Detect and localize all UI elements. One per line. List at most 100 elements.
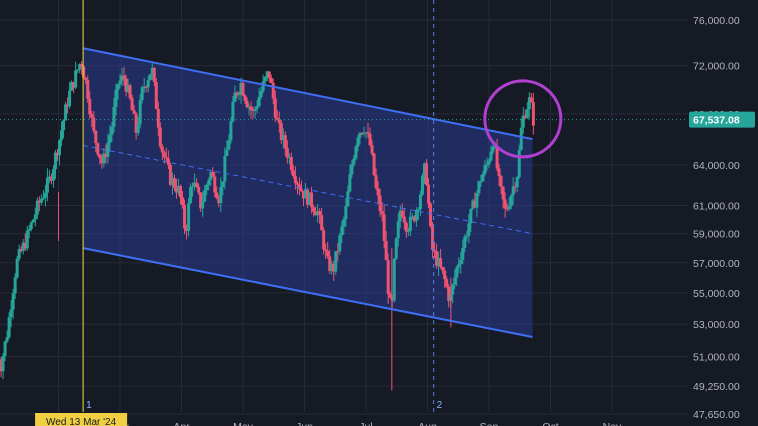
- last-price-tag: [689, 111, 755, 128]
- candle-body: [324, 249, 328, 251]
- candle-body: [481, 173, 485, 182]
- candle-body: [306, 189, 310, 205]
- candle-body: [263, 77, 267, 82]
- candle-body: [358, 132, 362, 138]
- x-tick-label: Oct: [542, 421, 558, 426]
- candle-body: [433, 250, 437, 252]
- candle-body: [404, 222, 408, 232]
- candle-body: [515, 177, 519, 188]
- candle-body: [435, 251, 439, 267]
- candle-body: [467, 223, 471, 236]
- candle-body: [142, 86, 146, 88]
- candle-body: [457, 264, 461, 268]
- candle-body: [138, 100, 142, 125]
- candle-body: [382, 214, 386, 241]
- candle-body: [5, 337, 9, 342]
- candle-body: [33, 214, 37, 220]
- candle-body: [237, 94, 241, 96]
- candle-body: [402, 216, 406, 223]
- candle-body: [120, 75, 124, 81]
- candle-body: [76, 69, 80, 71]
- candle-body: [72, 82, 76, 88]
- candle-body: [326, 250, 330, 257]
- candle-body: [475, 193, 479, 208]
- highlight-circle: [483, 79, 563, 159]
- candle-body: [297, 184, 301, 190]
- candle-body: [320, 215, 324, 231]
- candle-body: [257, 96, 261, 107]
- candle-body: [441, 266, 445, 271]
- candle-body: [291, 170, 295, 177]
- candle-body: [310, 192, 314, 208]
- candle-body: [384, 240, 388, 261]
- candle-body: [396, 221, 400, 239]
- candle-body: [525, 109, 529, 118]
- candle-body: [43, 192, 47, 198]
- candle-body: [340, 226, 344, 236]
- candle-body: [53, 152, 57, 170]
- candle-body: [330, 263, 334, 271]
- candle-body: [84, 77, 88, 81]
- candle-body: [92, 117, 96, 131]
- candle-body: [509, 195, 513, 206]
- candle-body: [19, 249, 23, 251]
- candle-body: [128, 85, 132, 99]
- candle-body: [304, 189, 308, 199]
- x-tick-label: Jul: [359, 421, 372, 426]
- candle-body: [229, 121, 233, 141]
- candle-body: [318, 211, 322, 216]
- candle-body: [168, 164, 172, 185]
- candle-body: [273, 98, 277, 118]
- candle-body: [199, 192, 203, 209]
- marker-label-1: 1: [86, 400, 92, 411]
- candle-body: [195, 182, 199, 187]
- candle-body: [152, 67, 156, 82]
- candle-body: [146, 80, 150, 88]
- candle-body: [485, 164, 489, 166]
- candle-body: [187, 203, 191, 232]
- candle-body: [352, 158, 356, 165]
- candle-body: [60, 130, 64, 141]
- candle-body: [521, 115, 525, 128]
- candle-body: [140, 87, 144, 101]
- candle-body: [354, 146, 358, 159]
- candle-body: [453, 277, 457, 285]
- crosshair-date-label: Wed 13 Mar '24: [46, 417, 117, 426]
- candle-body: [499, 176, 503, 187]
- candle-body: [346, 191, 350, 207]
- candle-body: [408, 216, 412, 231]
- candle-body: [362, 132, 366, 134]
- candle-body: [427, 184, 431, 204]
- candle-body: [37, 200, 41, 203]
- last-price-label: 67,537.08: [693, 115, 740, 127]
- candle-body: [98, 154, 102, 159]
- y-tick-label: 47,650.00: [693, 409, 740, 421]
- candle-body: [322, 230, 326, 250]
- candle-body: [251, 110, 255, 112]
- channel-lower-line: [82, 247, 533, 339]
- candle-body: [366, 132, 370, 134]
- candle-body: [144, 86, 148, 88]
- candle-body: [473, 200, 477, 208]
- candle-body: [360, 132, 364, 134]
- candle-body: [23, 242, 27, 249]
- candle-body: [374, 175, 378, 189]
- candle-body: [223, 155, 227, 182]
- candle-body: [209, 172, 213, 181]
- candle-body: [66, 104, 70, 107]
- candle-body: [338, 235, 342, 252]
- candle-body: [505, 208, 509, 210]
- candle-body: [394, 238, 398, 259]
- candle-body: [112, 106, 116, 127]
- candle-body: [370, 145, 374, 154]
- candle-body: [110, 126, 114, 135]
- candle-body: [461, 247, 465, 260]
- candle-body: [455, 267, 459, 278]
- candle-body: [193, 182, 197, 187]
- x-tick-label: Nov: [603, 421, 622, 426]
- candle-body: [241, 82, 245, 96]
- candle-body: [0, 366, 3, 372]
- candle-body: [27, 229, 31, 231]
